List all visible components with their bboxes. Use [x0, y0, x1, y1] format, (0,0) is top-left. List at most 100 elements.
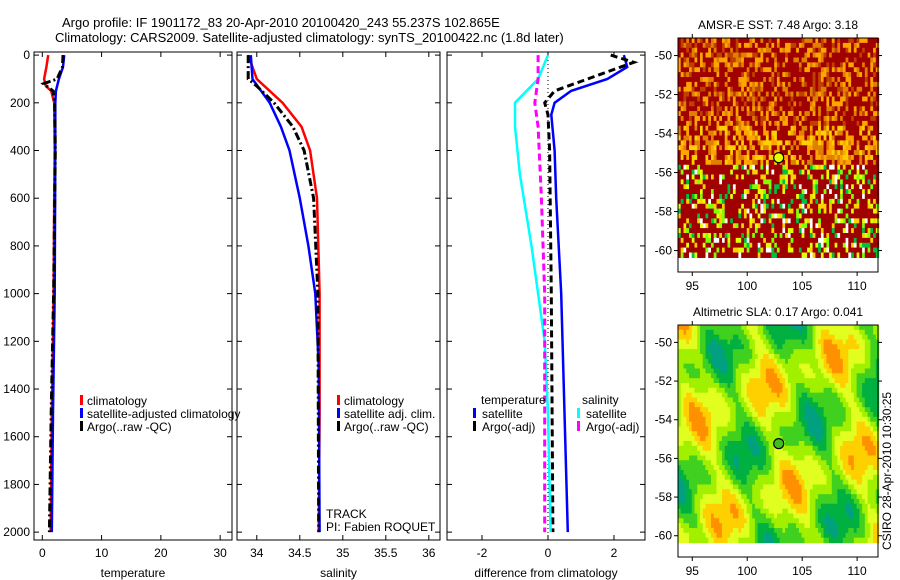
map-cell [845, 339, 849, 345]
map-cell [774, 363, 778, 370]
map-cell [683, 140, 687, 146]
map-cell [763, 213, 767, 219]
map-cell [798, 174, 803, 180]
map-cell [765, 412, 770, 418]
map-cell [864, 407, 869, 413]
map-cell [713, 91, 718, 98]
map-cell [809, 378, 814, 384]
map-cell [804, 208, 808, 215]
map-cell [705, 106, 709, 112]
map-cell [873, 101, 877, 107]
map-cell [851, 412, 855, 418]
map-cell [691, 203, 696, 210]
map-cell [686, 325, 690, 331]
map-cell [763, 106, 767, 112]
map-cell [864, 412, 869, 418]
map-cell [746, 155, 751, 161]
map-cell [724, 208, 729, 215]
map-cell [796, 120, 800, 127]
map-cell [683, 174, 687, 180]
map-cell [678, 125, 682, 132]
map-cell [793, 140, 797, 146]
map-cell [818, 169, 822, 176]
map-cell [730, 247, 734, 254]
map-cell [735, 130, 740, 137]
map-cell [754, 135, 759, 141]
map-cell [743, 247, 748, 254]
map-cell [804, 412, 808, 418]
map-cell [727, 164, 731, 171]
map-cell [752, 111, 756, 117]
map-cell [809, 150, 814, 156]
map-cell [735, 233, 740, 239]
map-cell [840, 67, 844, 73]
map-cell [856, 412, 860, 418]
map-cell [678, 96, 682, 102]
map-cell [743, 81, 748, 88]
map-cell [700, 86, 704, 93]
map-cell [757, 358, 762, 365]
map-cell [738, 96, 742, 102]
map-cell [738, 329, 742, 336]
map-cell [771, 223, 775, 229]
map-cell [686, 67, 690, 73]
map-cell [732, 233, 737, 239]
map-cell [812, 368, 816, 374]
map-cell [851, 387, 855, 394]
map-cell [768, 179, 773, 185]
map-cell [700, 208, 704, 215]
map-cell [705, 130, 709, 137]
map-cell [776, 402, 781, 408]
map-cell [793, 233, 797, 239]
map-cell [853, 392, 858, 399]
map-cell [702, 111, 707, 117]
map-cell [754, 189, 759, 195]
map-cell [754, 159, 759, 166]
map-cell [722, 237, 726, 244]
map-cell [859, 407, 863, 413]
map-cell [757, 218, 762, 224]
map-cell [771, 169, 775, 176]
map-cell [722, 402, 726, 408]
map-cell [801, 67, 805, 73]
map-cell [867, 416, 871, 423]
map-cell [779, 101, 783, 107]
map-cell [700, 52, 704, 59]
map-cell [851, 344, 855, 350]
map-cell [848, 38, 852, 44]
map-cell [741, 223, 745, 229]
map-cell [820, 223, 825, 229]
map-cell [848, 373, 852, 379]
map-cell [864, 383, 869, 389]
map-cell [765, 218, 770, 224]
map-cell [727, 111, 731, 117]
map-cell [702, 378, 707, 384]
map-cell [834, 174, 838, 180]
map-cell [697, 373, 701, 379]
map-cell [875, 130, 880, 137]
map-cell [700, 130, 704, 137]
map-cell [716, 363, 720, 370]
map-cell [774, 130, 778, 137]
map-cell [867, 130, 871, 137]
map-cell [864, 125, 869, 132]
map-cell [823, 130, 827, 137]
map-cell [875, 184, 880, 190]
map-cell [787, 159, 792, 166]
map-cell [760, 412, 764, 418]
map-cell [820, 421, 825, 428]
map-cell [807, 174, 811, 180]
map-cell [705, 42, 709, 49]
map-cell [774, 96, 778, 102]
map-cell [713, 42, 718, 49]
map-cell [851, 334, 855, 341]
map-cell [851, 106, 855, 112]
map-cell [862, 397, 866, 403]
map-cell [719, 164, 723, 171]
map-cell [853, 159, 858, 166]
map-cell [774, 67, 778, 73]
map-cell [809, 407, 814, 413]
map-cell [763, 363, 767, 370]
map-cell [848, 242, 852, 249]
map-cell [724, 116, 729, 122]
